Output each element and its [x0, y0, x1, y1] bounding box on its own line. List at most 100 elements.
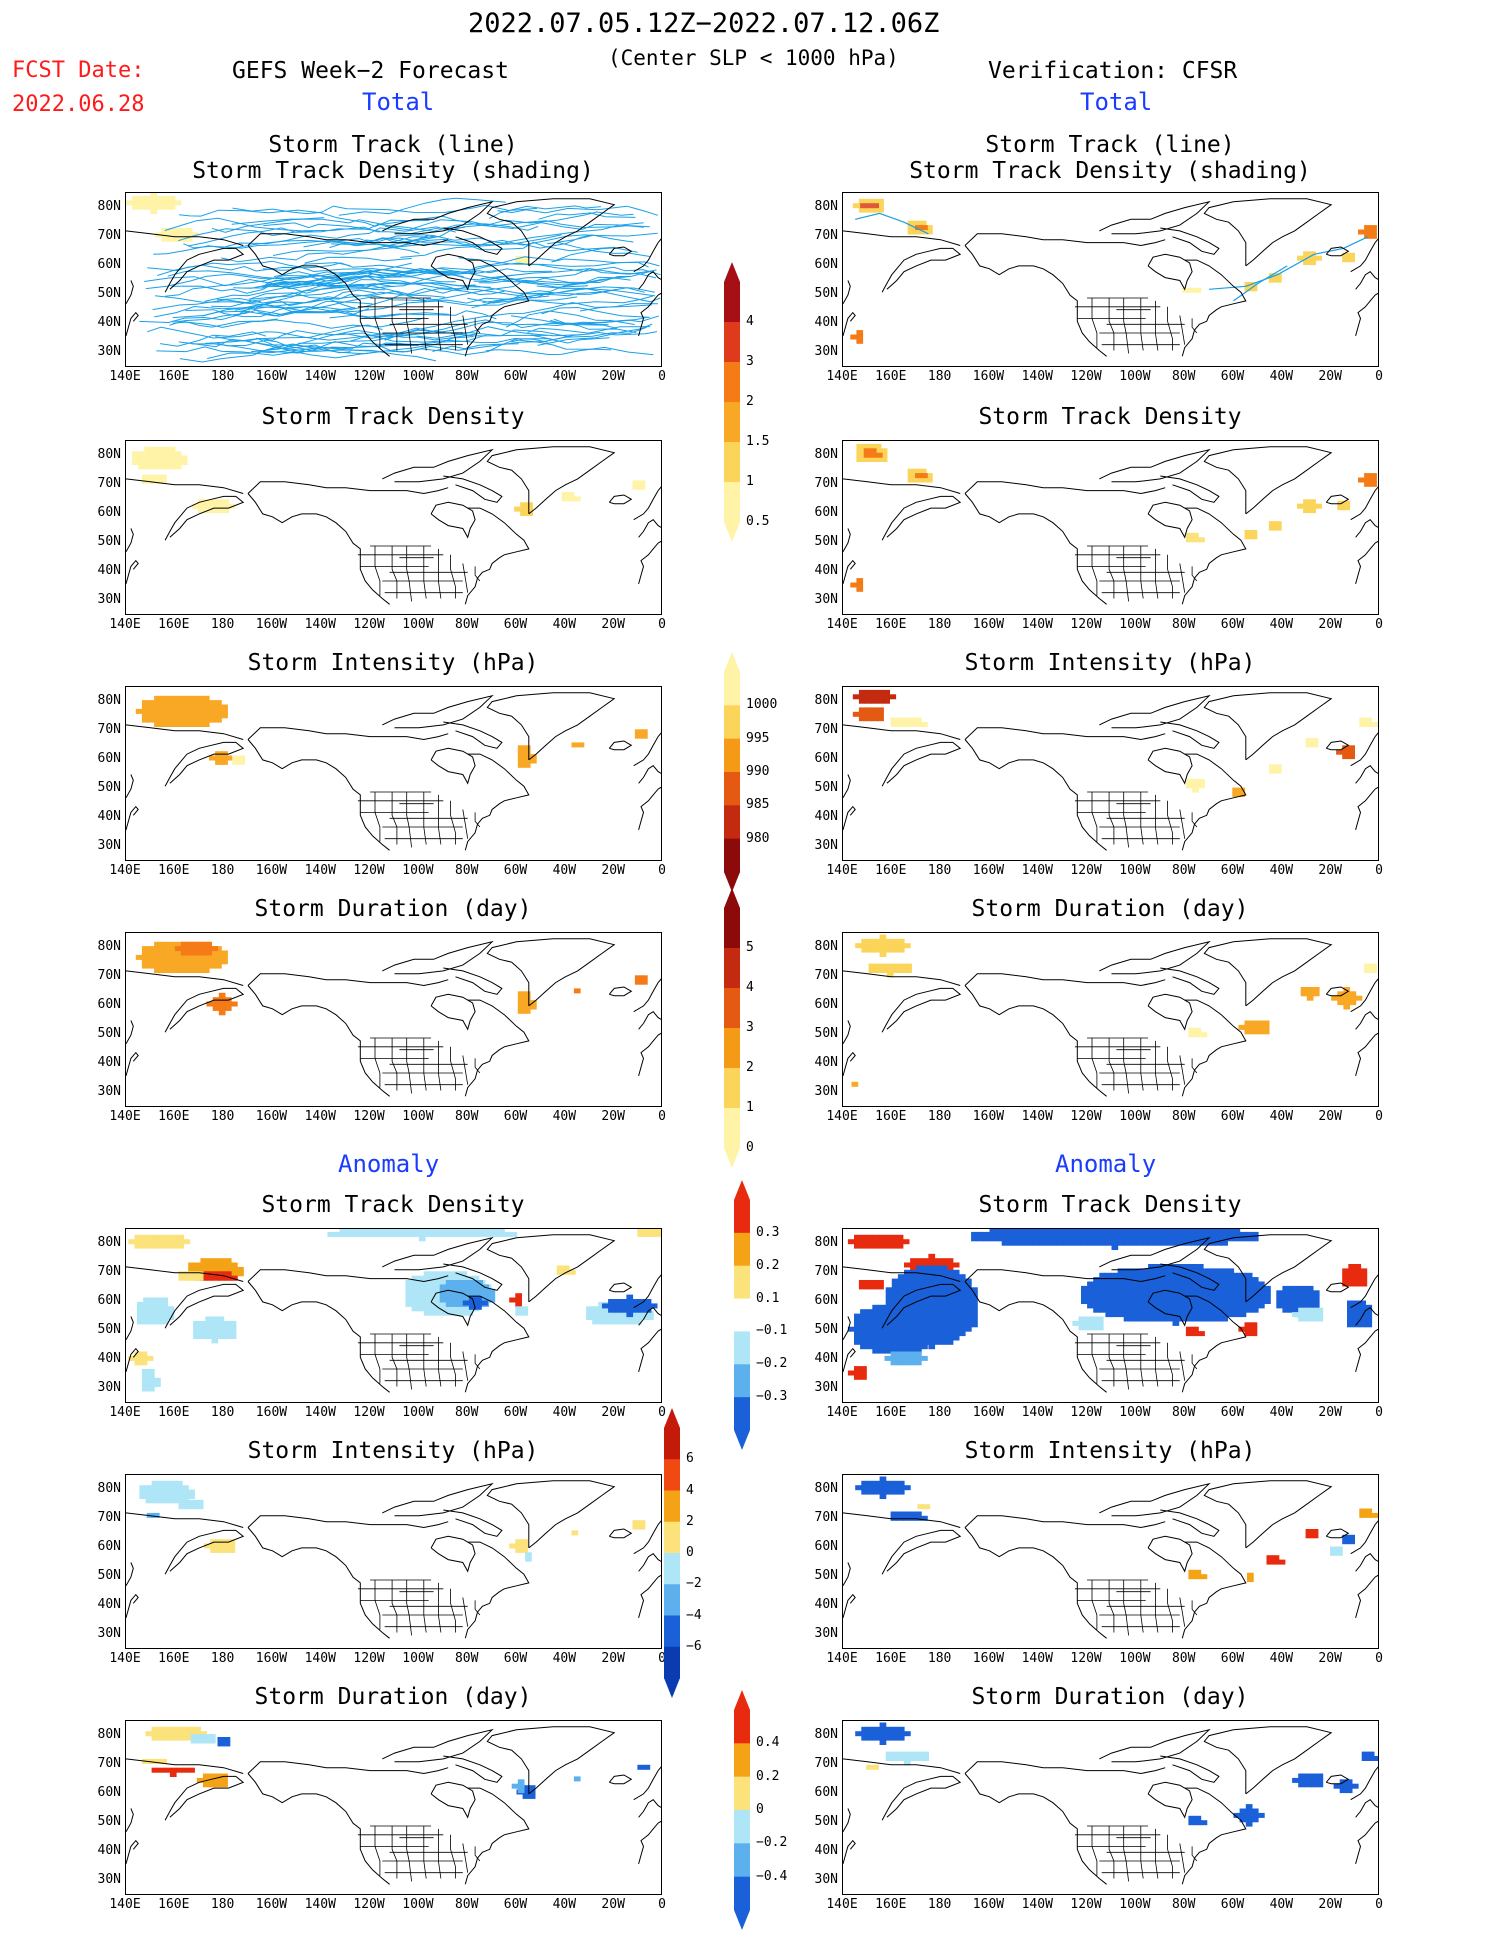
lon-label: 180 — [917, 863, 963, 878]
lon-label: 140E — [819, 369, 865, 384]
lat-label: 70N — [83, 722, 121, 737]
lat-label: 80N — [800, 693, 838, 708]
lat-label: 40N — [83, 1843, 121, 1858]
lat-label: 60N — [83, 1293, 121, 1308]
verification-title: Verification: CFSR — [988, 58, 1237, 84]
lat-label: 30N — [83, 1626, 121, 1641]
lon-label: 160E — [868, 1897, 914, 1912]
cfsr-track-map — [842, 192, 1379, 367]
colorbar-tick-label: 1000 — [746, 697, 777, 712]
lon-label: 20W — [590, 1405, 636, 1420]
lat-label: 40N — [800, 1597, 838, 1612]
lat-label: 30N — [83, 344, 121, 359]
lon-label: 120W — [1063, 1405, 1109, 1420]
lon-label: 0 — [639, 369, 685, 384]
lon-label: 180 — [917, 617, 963, 632]
lon-label: 40W — [541, 863, 587, 878]
map-canvas — [126, 193, 662, 367]
lon-label: 140E — [102, 1651, 148, 1666]
lon-label: 80W — [1161, 863, 1207, 878]
lon-label: 120W — [346, 617, 392, 632]
lon-label: 160W — [248, 369, 294, 384]
lat-label: 70N — [83, 1510, 121, 1525]
lon-label: 140E — [819, 617, 865, 632]
lon-label: 100W — [395, 617, 441, 632]
lat-label: 80N — [800, 1727, 838, 1742]
lon-label: 160W — [248, 1405, 294, 1420]
lon-label: 80W — [1161, 1109, 1207, 1124]
lon-label: 180 — [917, 1651, 963, 1666]
duration-total-colorbar — [722, 888, 742, 1172]
lon-label: 120W — [346, 1651, 392, 1666]
lon-label: 100W — [395, 1897, 441, 1912]
lat-label: 60N — [83, 751, 121, 766]
lon-label: 40W — [1258, 1897, 1304, 1912]
shading-layer — [126, 193, 528, 265]
lon-label: 160E — [151, 617, 197, 632]
left-anom-intensity-title: Storm Intensity (hPa) — [123, 1438, 663, 1464]
lat-label: 70N — [83, 476, 121, 491]
lon-label: 180 — [917, 1405, 963, 1420]
lon-label: 100W — [1112, 369, 1158, 384]
colorbar-tick-label: 3 — [746, 354, 754, 369]
lat-label: 30N — [83, 1380, 121, 1395]
lon-label: 160W — [248, 1897, 294, 1912]
lon-label: 180 — [200, 369, 246, 384]
map-canvas — [843, 441, 1379, 615]
lat-label: 50N — [800, 286, 838, 301]
lon-label: 60W — [1210, 1109, 1256, 1124]
lon-label: 160W — [965, 1897, 1011, 1912]
lat-label: 60N — [800, 1785, 838, 1800]
lon-label: 60W — [493, 369, 539, 384]
colorbar-tick-label: 4 — [686, 1483, 694, 1498]
colorbar-tick-label: 985 — [746, 797, 769, 812]
colorbar-tick-label: −0.3 — [756, 1389, 787, 1404]
lat-label: 60N — [800, 1293, 838, 1308]
lon-label: 180 — [200, 1651, 246, 1666]
lat-label: 70N — [800, 476, 838, 491]
lat-label: 40N — [83, 563, 121, 578]
gefs-duration-map — [125, 932, 662, 1107]
lon-label: 160E — [868, 1109, 914, 1124]
lon-label: 40W — [541, 1109, 587, 1124]
gefs-track-map — [125, 192, 662, 367]
lon-label: 100W — [395, 1651, 441, 1666]
lon-label: 100W — [395, 1405, 441, 1420]
colorbar-tick-label: 0.5 — [746, 514, 769, 529]
lon-label: 60W — [493, 1405, 539, 1420]
lon-label: 40W — [1258, 369, 1304, 384]
lat-label: 50N — [800, 1568, 838, 1583]
lat-label: 50N — [83, 1026, 121, 1041]
lat-label: 60N — [83, 505, 121, 520]
map-canvas — [126, 1721, 662, 1895]
lon-label: 160E — [868, 1651, 914, 1666]
lon-label: 160E — [151, 1651, 197, 1666]
lat-label: 40N — [800, 1843, 838, 1858]
lat-label: 70N — [800, 968, 838, 983]
shading-layer — [136, 696, 648, 768]
lon-label: 0 — [639, 1897, 685, 1912]
lon-label: 80W — [444, 863, 490, 878]
gefs-anom-density-map — [125, 1228, 662, 1403]
lon-label: 160W — [965, 369, 1011, 384]
shading-layer — [853, 690, 1378, 797]
lat-label: 50N — [800, 780, 838, 795]
lon-label: 0 — [1356, 1651, 1402, 1666]
colorbar-tick-label: 2 — [746, 1060, 754, 1075]
colorbar-tick-label: 5 — [746, 940, 754, 955]
lon-label: 160W — [965, 1405, 1011, 1420]
lon-label: 20W — [1307, 1109, 1353, 1124]
lon-label: 0 — [1356, 1405, 1402, 1420]
lon-label: 120W — [1063, 1897, 1109, 1912]
colorbar-tick-label: −0.2 — [756, 1356, 787, 1371]
lat-label: 60N — [800, 1539, 838, 1554]
lat-label: 70N — [800, 228, 838, 243]
lon-label: 80W — [1161, 617, 1207, 632]
lon-label: 160E — [151, 1405, 197, 1420]
colorbar-tick-label: −4 — [686, 1608, 702, 1623]
lat-label: 70N — [83, 1264, 121, 1279]
lon-label: 20W — [1307, 863, 1353, 878]
colorbar-tick-label: 990 — [746, 764, 769, 779]
lat-label: 60N — [83, 997, 121, 1012]
criterion-subtitle: (Center SLP < 1000 hPa) — [608, 46, 899, 70]
